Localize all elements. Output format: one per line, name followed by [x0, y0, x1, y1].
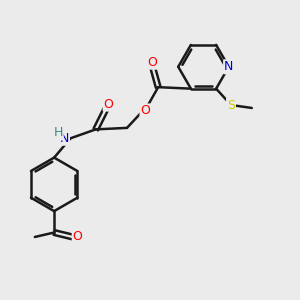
Text: N: N [224, 60, 233, 73]
Text: O: O [147, 56, 157, 69]
Text: O: O [73, 230, 82, 244]
Text: O: O [103, 98, 113, 111]
Text: H: H [53, 126, 63, 140]
Text: N: N [60, 132, 69, 145]
Text: S: S [227, 98, 235, 112]
Text: O: O [140, 104, 150, 117]
